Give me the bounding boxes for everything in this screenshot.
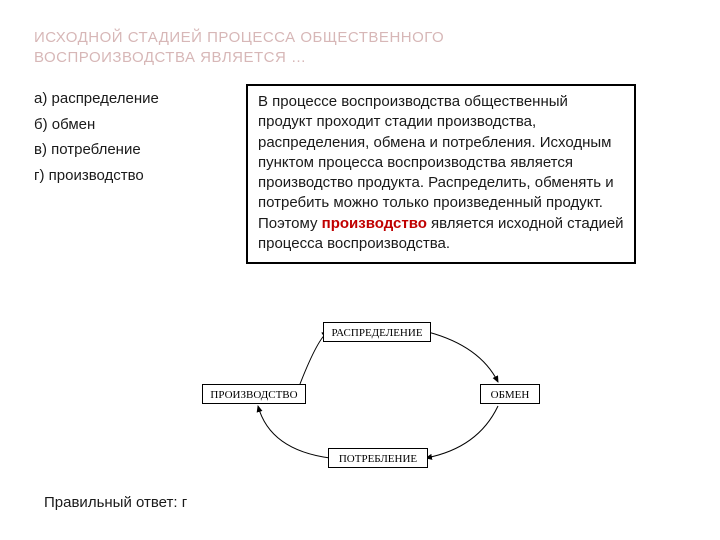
diagram-node-right: ОБМЕН (480, 384, 540, 404)
explanation-highlight: производство (322, 215, 427, 232)
option-c: в) потребление (34, 137, 159, 163)
answer-options: а) распределение б) обмен в) потребление… (34, 86, 159, 188)
option-a: а) распределение (34, 86, 159, 112)
diagram-node-bottom: ПОТРЕБЛЕНИЕ (328, 448, 428, 468)
diagram-node-left: ПРОИЗВОДСТВО (202, 384, 306, 404)
edge-bottom-left (258, 406, 330, 458)
option-b: б) обмен (34, 112, 159, 138)
explanation-box: В процессе воспроизводства общественный … (246, 84, 636, 264)
explanation-text-1: В процессе воспроизводства общественный … (258, 93, 614, 232)
option-d: г) производство (34, 163, 159, 189)
cycle-diagram: РАСПРЕДЕЛЕНИЕ ОБМЕН ПОТРЕБЛЕНИЕ ПРОИЗВОДСТВ… (150, 310, 590, 485)
edge-right-bottom (426, 406, 498, 458)
diagram-node-top: РАСПРЕДЕЛЕНИЕ (323, 322, 431, 342)
correct-answer: Правильный ответ: г (44, 494, 187, 511)
edge-top-right (428, 332, 498, 382)
question-title: ИСХОДНОЙ СТАДИЕЙ ПРОЦЕССА ОБЩЕСТВЕННОГО … (34, 28, 534, 69)
